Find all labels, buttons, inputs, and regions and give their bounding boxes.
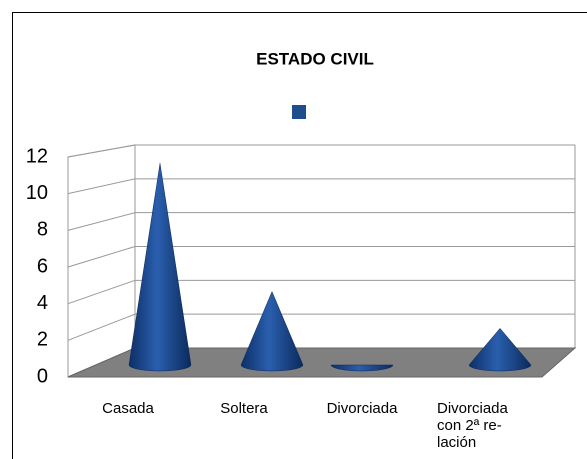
- grid-line: [67, 313, 575, 341]
- y-tick-label: 8: [37, 219, 48, 241]
- grid-line: [67, 246, 575, 268]
- cone: [240, 291, 304, 372]
- grid-line: [67, 212, 575, 231]
- cone: [128, 163, 192, 372]
- y-tick-label: 0: [37, 365, 48, 387]
- x-tick-label: Divorciada: [326, 400, 398, 417]
- x-tick-label: Casada: [102, 400, 154, 417]
- y-tick-label: 2: [37, 329, 48, 351]
- cone: [330, 364, 394, 372]
- y-tick-label: 10: [26, 182, 48, 204]
- legend-marker: [292, 105, 306, 119]
- x-tick-label: Soltera: [220, 400, 268, 417]
- chart-border: [12, 12, 587, 459]
- grid-line: [67, 279, 575, 305]
- y-tick-label: 4: [37, 292, 48, 314]
- x-tick-label: Divorciada con 2ª re-lación: [437, 400, 508, 451]
- grid-line: [67, 178, 575, 195]
- y-tick-label: 6: [37, 255, 48, 277]
- chart-title: ESTADO CIVIL: [256, 49, 374, 68]
- floor: [67, 347, 577, 378]
- cone: [468, 327, 532, 372]
- grid-line: [67, 144, 575, 158]
- side-wall: [67, 144, 136, 378]
- y-tick-label: 12: [26, 145, 48, 167]
